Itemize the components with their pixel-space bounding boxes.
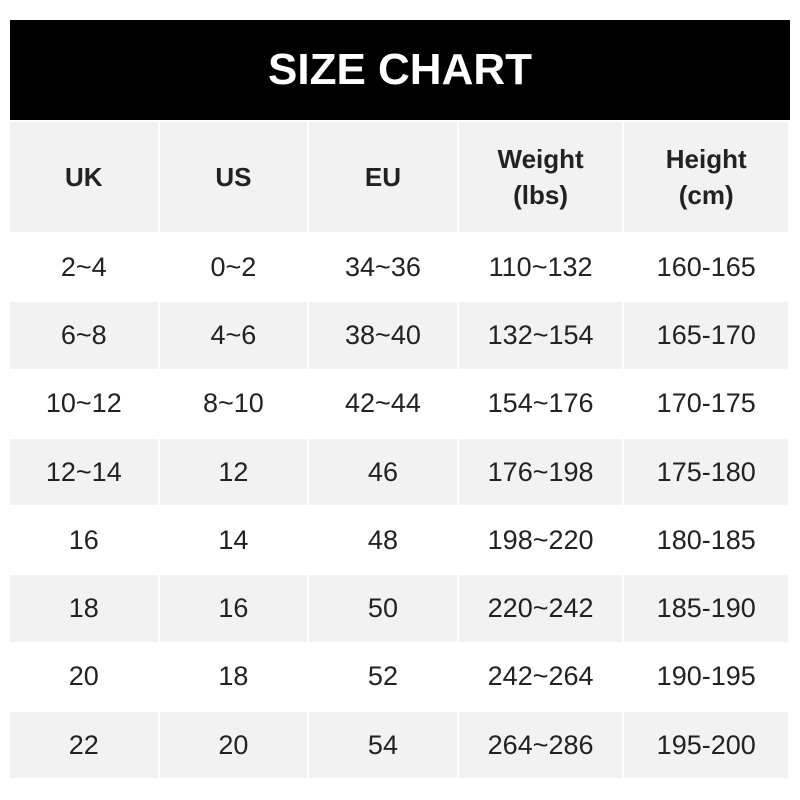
header-weight: Weight (lbs) [458,122,623,232]
cell-height: 180-185 [656,524,756,555]
cell-uk: 2~4 [60,251,107,282]
cell-eu: 42~44 [345,388,421,419]
cell-height: 185-190 [624,575,788,642]
cell-weight: 242~264 [487,661,594,692]
cell-us: 12 [159,438,308,506]
cell-eu: 50 [309,575,457,642]
size-chart-title: SIZE CHART [10,20,790,120]
cell-weight: 264~286 [458,712,623,779]
cell-height: 165-170 [624,302,788,369]
header-eu: EU [309,122,457,232]
size-table: UK US EU Weight (lbs) Height (cm) 2~4 0~2… [8,120,790,780]
cell-uk: 16 [68,524,99,555]
cell-eu: 46 [309,438,457,506]
table-row: 12~14 12 46 176~198 175-180 [10,438,788,506]
cell-eu: 52 [367,661,398,692]
cell-us: 16 [159,575,308,642]
cell-us: 8~10 [202,388,264,419]
cell-uk: 10~12 [45,388,122,419]
header-uk: UK [10,122,158,232]
cell-height: 160-165 [656,251,756,282]
cell-height: 175-180 [624,438,788,506]
cell-weight: 176~198 [458,438,623,506]
cell-eu: 38~40 [309,302,457,369]
table-row: 2~4 0~2 34~36 110~132 160-165 [10,234,788,300]
table-row: 18 16 50 220~242 185-190 [10,575,788,642]
cell-uk: 6~8 [10,302,158,369]
cell-weight: 198~220 [487,524,594,555]
header-row: UK US EU Weight (lbs) Height (cm) [10,122,788,232]
cell-us: 18 [218,661,249,692]
table-row: 16 14 48 198~220 180-185 [10,507,788,573]
cell-us: 14 [218,524,249,555]
table-row: 6~8 4~6 38~40 132~154 165-170 [10,302,788,369]
cell-height: 195-200 [624,712,788,779]
header-height: Height (cm) [624,122,788,232]
table-row: 22 20 54 264~286 195-200 [10,712,788,779]
cell-height: 170-175 [656,388,756,419]
cell-eu: 34~36 [345,251,421,282]
cell-uk: 22 [10,712,158,779]
cell-weight: 132~154 [458,302,623,369]
cell-us: 4~6 [159,302,308,369]
cell-weight: 110~132 [488,251,593,282]
cell-eu: 48 [367,524,398,555]
cell-weight: 220~242 [458,575,623,642]
cell-eu: 54 [309,712,457,779]
cell-us: 0~2 [210,251,257,282]
cell-height: 190-195 [656,661,756,692]
cell-uk: 20 [68,661,99,692]
cell-us: 20 [159,712,308,779]
table-row: 10~12 8~10 42~44 154~176 170-175 [10,371,788,437]
table-row: 20 18 52 242~264 190-195 [10,644,788,710]
cell-uk: 18 [10,575,158,642]
cell-weight: 154~176 [487,388,594,419]
cell-uk: 12~14 [10,438,158,506]
header-us: US [159,122,308,232]
